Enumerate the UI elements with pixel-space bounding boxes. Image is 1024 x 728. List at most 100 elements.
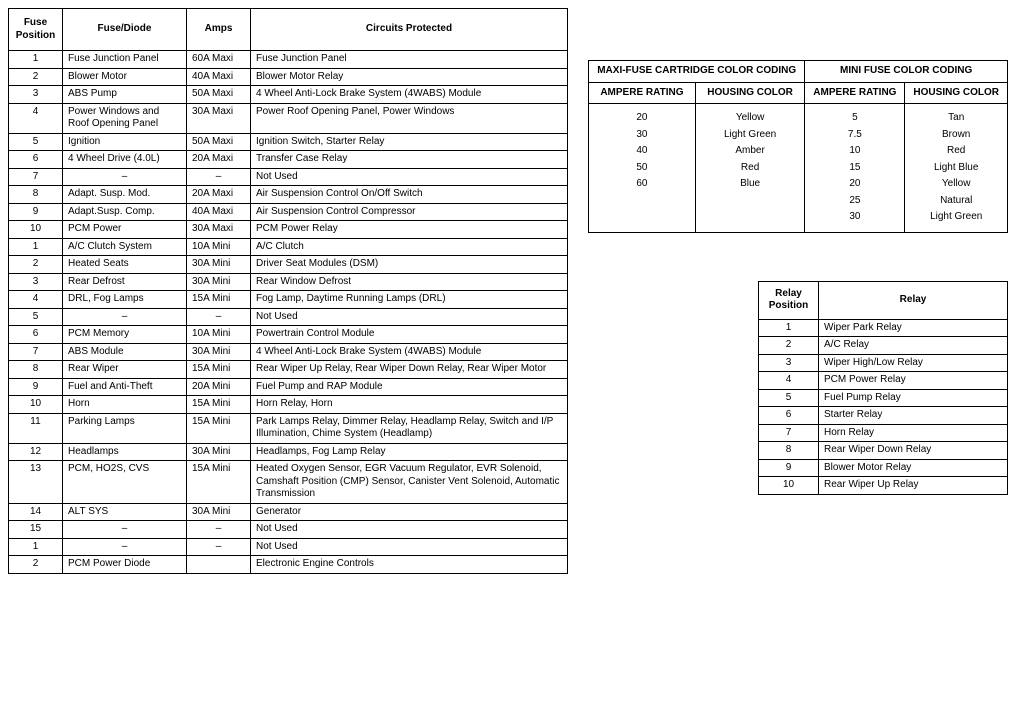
table-cell: ABS Pump bbox=[63, 86, 187, 104]
table-cell: ALT SYS bbox=[63, 503, 187, 521]
table-cell: 15A Mini bbox=[187, 413, 251, 443]
table-cell: 30A Maxi bbox=[187, 103, 251, 133]
table-row: 5Fuel Pump Relay bbox=[759, 389, 1008, 407]
table-cell: PCM Power bbox=[63, 221, 187, 239]
table-cell: 4 bbox=[9, 291, 63, 309]
table-cell: Ignition bbox=[63, 133, 187, 151]
table-cell: Transfer Case Relay bbox=[251, 151, 568, 169]
col-relay: Relay bbox=[819, 281, 1008, 319]
table-cell: Powertrain Control Module bbox=[251, 326, 568, 344]
table-row: 6Starter Relay bbox=[759, 407, 1008, 425]
table-cell: 30 bbox=[805, 209, 905, 232]
table-cell: 30 bbox=[589, 127, 696, 144]
table-row: 12Headlamps30A MiniHeadlamps, Fog Lamp R… bbox=[9, 443, 568, 461]
table-cell: – bbox=[187, 168, 251, 186]
table-row: 10PCM Power30A MaxiPCM Power Relay bbox=[9, 221, 568, 239]
table-cell: 30A Maxi bbox=[187, 221, 251, 239]
relay-table: Relay Position Relay 1Wiper Park Relay2A… bbox=[758, 281, 1008, 495]
table-cell: 15A Mini bbox=[187, 361, 251, 379]
table-row: 1Fuse Junction Panel60A MaxiFuse Junctio… bbox=[9, 51, 568, 69]
table-cell: Not Used bbox=[251, 308, 568, 326]
table-row: 64 Wheel Drive (4.0L)20A MaxiTransfer Ca… bbox=[9, 151, 568, 169]
table-cell: Fog Lamp, Daytime Running Lamps (DRL) bbox=[251, 291, 568, 309]
table-cell: Electronic Engine Controls bbox=[251, 556, 568, 574]
table-cell: Rear Wiper Up Relay, Rear Wiper Down Rel… bbox=[251, 361, 568, 379]
table-row: 11Parking Lamps15A MiniPark Lamps Relay,… bbox=[9, 413, 568, 443]
table-cell: Adapt.Susp. Comp. bbox=[63, 203, 187, 221]
table-cell: 9 bbox=[9, 378, 63, 396]
table-cell: 10 bbox=[759, 477, 819, 495]
table-cell: 14 bbox=[9, 503, 63, 521]
table-cell: ABS Module bbox=[63, 343, 187, 361]
table-cell: 2 bbox=[9, 256, 63, 274]
table-cell: A/C Relay bbox=[819, 337, 1008, 355]
page-layout: Fuse Position Fuse/Diode Amps Circuits P… bbox=[8, 8, 1016, 574]
table-cell bbox=[589, 209, 696, 232]
table-cell: 60 bbox=[589, 176, 696, 193]
table-cell: – bbox=[187, 521, 251, 539]
table-cell: Red bbox=[905, 143, 1008, 160]
table-cell: 7 bbox=[9, 168, 63, 186]
table-row: 5Ignition50A MaxiIgnition Switch, Starte… bbox=[9, 133, 568, 151]
table-cell: 6 bbox=[759, 407, 819, 425]
table-row: 1––Not Used bbox=[9, 538, 568, 556]
col-circuits: Circuits Protected bbox=[251, 9, 568, 51]
table-row: 3Rear Defrost30A MiniRear Window Defrost bbox=[9, 273, 568, 291]
table-cell: 15A Mini bbox=[187, 291, 251, 309]
table-row: 2A/C Relay bbox=[759, 337, 1008, 355]
table-cell: Power Windows and Roof Opening Panel bbox=[63, 103, 187, 133]
table-cell: Horn Relay, Horn bbox=[251, 396, 568, 414]
fuse-table-header-row: Fuse Position Fuse/Diode Amps Circuits P… bbox=[9, 9, 568, 51]
table-cell bbox=[589, 193, 696, 210]
table-cell: 4 bbox=[9, 103, 63, 133]
table-cell: Power Roof Opening Panel, Power Windows bbox=[251, 103, 568, 133]
table-row: 10Rear Wiper Up Relay bbox=[759, 477, 1008, 495]
table-cell: 30A Mini bbox=[187, 443, 251, 461]
table-cell: Red bbox=[695, 160, 805, 177]
table-row: 2Blower Motor40A MaxiBlower Motor Relay bbox=[9, 68, 568, 86]
table-row: 30Light Green7.5Brown bbox=[589, 127, 1008, 144]
table-cell: Driver Seat Modules (DSM) bbox=[251, 256, 568, 274]
table-cell: Not Used bbox=[251, 168, 568, 186]
table-cell: 4 Wheel Drive (4.0L) bbox=[63, 151, 187, 169]
table-cell: 5 bbox=[805, 104, 905, 127]
table-cell: Light Green bbox=[695, 127, 805, 144]
table-row: 9Adapt.Susp. Comp.40A MaxiAir Suspension… bbox=[9, 203, 568, 221]
table-cell: 30A Mini bbox=[187, 343, 251, 361]
table-cell: Heated Oxygen Sensor, EGR Vacuum Regulat… bbox=[251, 461, 568, 504]
table-row: 1A/C Clutch System10A MiniA/C Clutch bbox=[9, 238, 568, 256]
table-cell: – bbox=[63, 168, 187, 186]
table-cell: 10A Mini bbox=[187, 326, 251, 344]
table-row: 7––Not Used bbox=[9, 168, 568, 186]
table-cell: Not Used bbox=[251, 521, 568, 539]
table-cell: 8 bbox=[9, 361, 63, 379]
table-cell: 5 bbox=[9, 308, 63, 326]
table-cell bbox=[695, 193, 805, 210]
table-cell: 20A Mini bbox=[187, 378, 251, 396]
table-cell: 6 bbox=[9, 151, 63, 169]
table-cell: Fuel Pump Relay bbox=[819, 389, 1008, 407]
table-cell: Brown bbox=[905, 127, 1008, 144]
table-cell: Parking Lamps bbox=[63, 413, 187, 443]
table-cell: 10 bbox=[9, 396, 63, 414]
table-cell: Air Suspension Control On/Off Switch bbox=[251, 186, 568, 204]
col-mini-ampere: AMPERE RATING bbox=[805, 82, 905, 104]
table-cell: 20 bbox=[805, 176, 905, 193]
right-column: MAXI-FUSE CARTRIDGE COLOR CODING MINI FU… bbox=[588, 8, 1008, 495]
table-row: 2PCM Power DiodeElectronic Engine Contro… bbox=[9, 556, 568, 574]
table-cell: 7 bbox=[9, 343, 63, 361]
table-row: 9Fuel and Anti-Theft20A MiniFuel Pump an… bbox=[9, 378, 568, 396]
col-maxi-ampere: AMPERE RATING bbox=[589, 82, 696, 104]
table-cell: 2 bbox=[9, 556, 63, 574]
table-cell: 3 bbox=[9, 273, 63, 291]
table-cell: A/C Clutch System bbox=[63, 238, 187, 256]
table-cell: 1 bbox=[759, 319, 819, 337]
table-row: 7ABS Module30A Mini4 Wheel Anti-Lock Bra… bbox=[9, 343, 568, 361]
table-cell: 5 bbox=[9, 133, 63, 151]
table-cell: 11 bbox=[9, 413, 63, 443]
table-row: 7Horn Relay bbox=[759, 424, 1008, 442]
table-cell: Tan bbox=[905, 104, 1008, 127]
table-cell: 50A Maxi bbox=[187, 133, 251, 151]
table-cell: Wiper Park Relay bbox=[819, 319, 1008, 337]
table-cell: Generator bbox=[251, 503, 568, 521]
